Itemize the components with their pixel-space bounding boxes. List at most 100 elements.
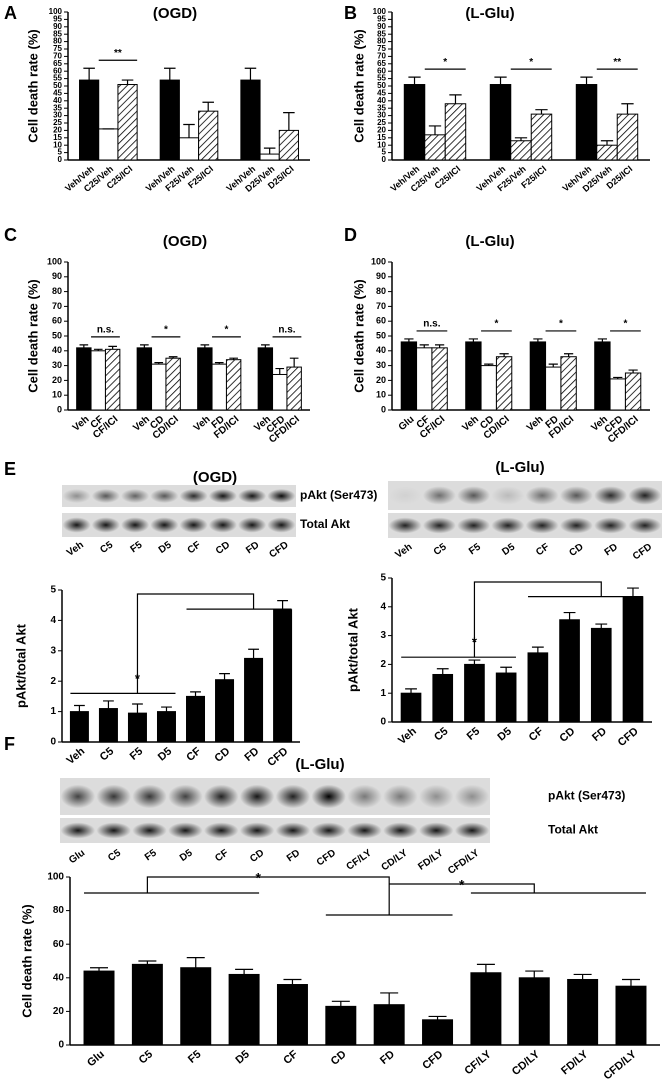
bar — [83, 970, 115, 1046]
blot-band — [594, 486, 628, 505]
error-bar — [235, 968, 254, 975]
bar — [165, 357, 181, 411]
blot-row-label: Total Akt — [548, 823, 598, 837]
x-tick-label: D5 — [233, 1048, 251, 1066]
blot-row-label: pAkt (Ser473) — [300, 488, 377, 502]
y-tick-label: 1 — [50, 706, 56, 717]
x-tick-label: D5 — [495, 725, 513, 743]
y-tick-label: 30 — [53, 111, 62, 120]
x-tick-label: Veh — [71, 414, 92, 434]
lane-label: CF — [534, 542, 551, 559]
y-tick-label: 5 — [380, 573, 386, 584]
lane-label: F5 — [143, 847, 159, 863]
lane-label: FD — [244, 540, 261, 557]
lane-label: CFD — [267, 540, 290, 561]
y-tick-label: 85 — [377, 29, 386, 38]
lane-label: CD — [248, 848, 266, 865]
lane-label: CFD — [315, 848, 338, 869]
blot-band — [238, 488, 267, 504]
lane-label: CD — [214, 540, 232, 557]
bar — [400, 341, 418, 411]
chart-title: (L-Glu) — [465, 5, 514, 22]
blot-band — [454, 784, 490, 809]
blot-band — [60, 784, 96, 809]
lane-label: CFD/LY — [446, 847, 481, 876]
x-tick-label: D5 — [156, 745, 174, 763]
error-bar — [468, 659, 481, 665]
y-tick-label: 2 — [380, 659, 386, 670]
error-bar — [621, 103, 634, 115]
y-tick-label: 90 — [52, 271, 62, 281]
bar — [489, 84, 512, 161]
y-tick-label: 4 — [380, 601, 386, 612]
error-bar — [595, 623, 608, 629]
blot-band — [525, 517, 559, 534]
x-tick-label: Veh — [192, 414, 213, 434]
y-axis-label: pAkt/total Akt — [13, 623, 28, 708]
x-tick-label: CD/LY — [510, 1048, 543, 1078]
error-bar — [476, 963, 495, 973]
error-bar — [435, 344, 445, 348]
x-tick-label: CD — [557, 725, 577, 744]
error-bar — [600, 140, 614, 146]
y-tick-label: 15 — [377, 133, 386, 142]
significance-label: * — [256, 870, 262, 886]
x-tick-label: CFD — [420, 1048, 445, 1072]
y-tick-label: 55 — [377, 74, 386, 83]
bar — [180, 967, 212, 1046]
y-tick-label: 80 — [53, 37, 62, 46]
error-bar — [533, 338, 543, 342]
blot-band — [179, 488, 208, 504]
blot-band — [454, 822, 490, 839]
significance-label: * — [559, 319, 563, 330]
bar — [530, 113, 553, 161]
bar — [225, 359, 242, 411]
error-bar — [79, 344, 89, 348]
blot-band — [208, 488, 237, 504]
blot-band — [628, 517, 662, 534]
bar — [609, 378, 626, 411]
error-bar — [83, 67, 95, 81]
blot-band — [275, 784, 311, 809]
error-bar — [484, 363, 494, 366]
significance-label: n.s. — [97, 325, 114, 336]
y-tick-label: 90 — [53, 22, 62, 31]
bar — [186, 695, 206, 743]
blot-band — [150, 488, 179, 504]
y-axis-label: Cell death rate (%) — [351, 29, 366, 142]
bar — [325, 1005, 357, 1046]
lane-label: F5 — [467, 541, 483, 557]
bar — [257, 347, 274, 411]
significance-bracket — [401, 581, 643, 658]
error-bar — [514, 137, 528, 141]
y-axis-label: Cell death rate (%) — [351, 279, 366, 392]
lane-label: CF/LY — [345, 847, 374, 872]
y-tick-label: 30 — [376, 360, 386, 370]
y-tick-label: 50 — [376, 330, 386, 340]
error-bar — [261, 344, 270, 348]
chart-title: (OGD) — [163, 233, 207, 250]
y-tick-label: 65 — [53, 59, 62, 68]
bar — [98, 708, 118, 743]
y-tick-label: 75 — [377, 44, 386, 53]
y-tick-label: 40 — [52, 345, 62, 355]
lane-label: CF — [186, 540, 203, 557]
lane-label: C5 — [98, 539, 115, 556]
bar — [495, 356, 513, 411]
error-bar — [408, 76, 421, 85]
y-tick-label: 30 — [52, 360, 62, 370]
blot-band — [628, 486, 662, 505]
bar — [545, 366, 562, 411]
lane-label: D5 — [157, 539, 174, 556]
blot-background — [62, 485, 296, 507]
blot-band — [347, 784, 382, 809]
blot-band — [132, 822, 167, 839]
error-bar — [186, 957, 205, 968]
y-tick-label: 0 — [58, 155, 63, 164]
significance-label: * — [164, 325, 168, 336]
bar — [510, 140, 532, 161]
x-tick-label: CD — [329, 1048, 349, 1067]
x-tick-label: F5 — [186, 1048, 204, 1065]
bar — [178, 137, 200, 161]
error-bar — [93, 348, 103, 351]
